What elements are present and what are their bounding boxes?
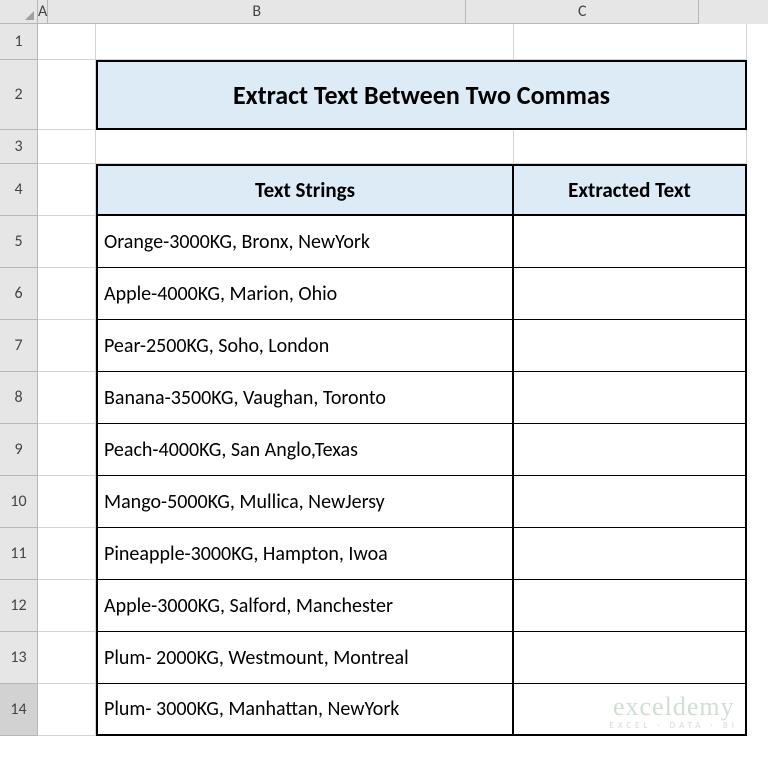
row-header-4[interactable]: 4 (0, 164, 38, 216)
row-header-7[interactable]: 7 (0, 320, 38, 372)
row-header-13[interactable]: 13 (0, 632, 38, 684)
cells-grid: Extract Text Between Two Commas Text Stri… (38, 24, 768, 757)
cell-a7[interactable] (38, 320, 96, 372)
cell-a3[interactable] (38, 130, 96, 164)
cell-c10[interactable] (514, 476, 747, 528)
cell-b10[interactable]: Mango-5000KG, Mullica, NewJersy (96, 476, 514, 528)
cell-c8[interactable] (514, 372, 747, 424)
cell-c3[interactable] (514, 130, 747, 164)
cell-b7[interactable]: Pear-2500KG, Soho, London (96, 320, 514, 372)
cell-a14[interactable] (38, 684, 96, 736)
cell-a10[interactable] (38, 476, 96, 528)
cell-b9[interactable]: Peach-4000KG, San Anglo,Texas (96, 424, 514, 476)
col-header-b[interactable]: B (48, 0, 466, 24)
cell-c5[interactable] (514, 216, 747, 268)
cell-b1[interactable] (96, 24, 514, 60)
cell-a4[interactable] (38, 164, 96, 216)
spreadsheet: A B C 1234567891011121314 Extract Text B… (0, 0, 768, 757)
cell-a5[interactable] (38, 216, 96, 268)
col-header-a[interactable]: A (38, 0, 48, 24)
row-header-8[interactable]: 8 (0, 372, 38, 424)
cell-b12[interactable]: Apple-3000KG, Salford, Manchester (96, 580, 514, 632)
cell-b3[interactable] (96, 130, 514, 164)
row-header-12[interactable]: 12 (0, 580, 38, 632)
cell-a13[interactable] (38, 632, 96, 684)
row-header-1[interactable]: 1 (0, 24, 38, 60)
cell-a9[interactable] (38, 424, 96, 476)
col-header-c[interactable]: C (466, 0, 699, 24)
cell-c14[interactable] (514, 684, 747, 736)
row-header-5[interactable]: 5 (0, 216, 38, 268)
cell-a1[interactable] (38, 24, 96, 60)
cell-c13[interactable] (514, 632, 747, 684)
title-cell[interactable]: Extract Text Between Two Commas (96, 60, 747, 130)
cell-a12[interactable] (38, 580, 96, 632)
row-header-14[interactable]: 14 (0, 684, 38, 736)
page-title: Extract Text Between Two Commas (233, 79, 610, 111)
header-text-strings[interactable]: Text Strings (96, 164, 514, 216)
cell-c11[interactable] (514, 528, 747, 580)
cell-c1[interactable] (514, 24, 747, 60)
row-header-10[interactable]: 10 (0, 476, 38, 528)
row-headers: 1234567891011121314 (0, 24, 38, 736)
cell-b11[interactable]: Pineapple-3000KG, Hampton, Iwoa (96, 528, 514, 580)
cell-a6[interactable] (38, 268, 96, 320)
cell-a11[interactable] (38, 528, 96, 580)
header-extracted-text[interactable]: Extracted Text (514, 164, 747, 216)
cell-b13[interactable]: Plum- 2000KG, Westmount, Montreal (96, 632, 514, 684)
row-header-9[interactable]: 9 (0, 424, 38, 476)
cell-c6[interactable] (514, 268, 747, 320)
select-all-corner[interactable] (0, 0, 38, 24)
cell-c9[interactable] (514, 424, 747, 476)
cell-a2[interactable] (38, 60, 96, 130)
cell-b5[interactable]: Orange-3000KG, Bronx, NewYork (96, 216, 514, 268)
cell-b14[interactable]: Plum- 3000KG, Manhattan, NewYork (96, 684, 514, 736)
row-header-11[interactable]: 11 (0, 528, 38, 580)
cell-a8[interactable] (38, 372, 96, 424)
row-header-3[interactable]: 3 (0, 130, 38, 164)
row-header-6[interactable]: 6 (0, 268, 38, 320)
cell-b6[interactable]: Apple-4000KG, Marion, Ohio (96, 268, 514, 320)
cell-b8[interactable]: Banana-3500KG, Vaughan, Toronto (96, 372, 514, 424)
row-header-2[interactable]: 2 (0, 60, 38, 130)
column-headers: A B C (0, 0, 768, 24)
cell-c12[interactable] (514, 580, 747, 632)
cell-c7[interactable] (514, 320, 747, 372)
